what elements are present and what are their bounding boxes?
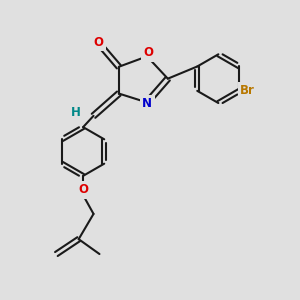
Text: O: O <box>143 46 154 59</box>
Text: H: H <box>71 106 81 119</box>
Text: O: O <box>94 36 103 49</box>
Text: N: N <box>142 98 152 110</box>
Text: O: O <box>78 183 88 196</box>
Text: Br: Br <box>240 84 255 98</box>
